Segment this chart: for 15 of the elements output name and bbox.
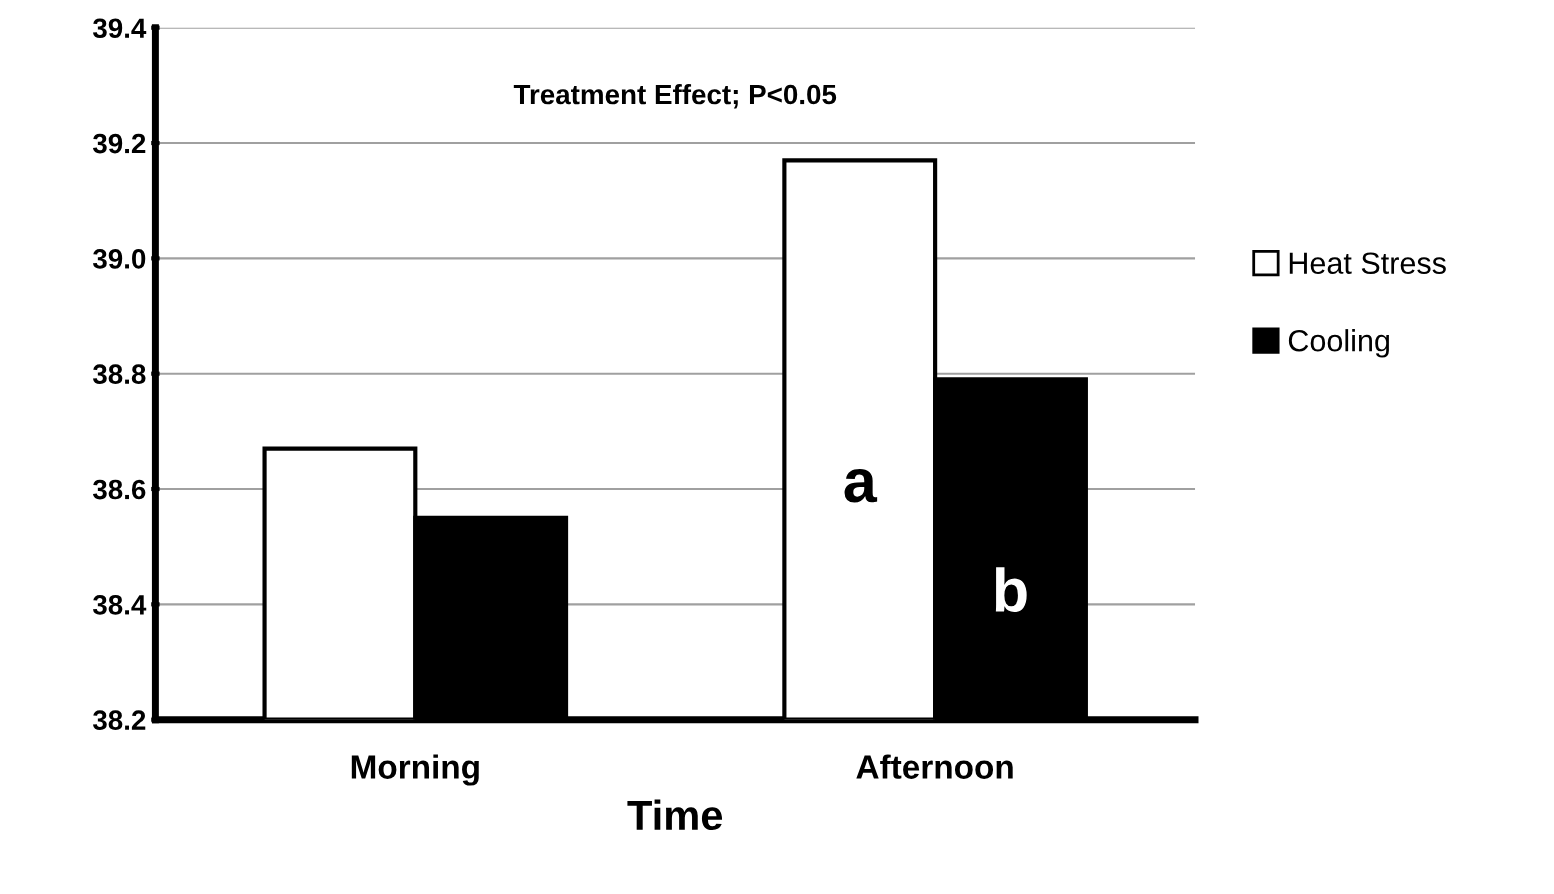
y-tick-label: 39.2: [92, 133, 146, 154]
y-tick-label: 38.4: [92, 595, 147, 615]
y-tick-label: 38.2: [92, 710, 146, 731]
data-label: b: [995, 567, 1027, 613]
legend-label: Heat Stress: [1289, 252, 1446, 275]
y-tick-label: 38.8: [92, 364, 146, 385]
x-tick-label: Afternoon: [856, 754, 1013, 779]
legend-label: Cooling: [1288, 329, 1389, 358]
x-axis-title: Time: [627, 799, 723, 831]
data-label: a: [844, 469, 878, 503]
y-tick-label: 39.4: [92, 18, 147, 39]
y-tick-label: 38.6: [92, 479, 146, 500]
x-tick-label: Morning: [351, 754, 479, 786]
y-tick-label: 39.0: [92, 249, 146, 269]
annotation: Treatment Effect; P<0.05: [513, 83, 837, 109]
